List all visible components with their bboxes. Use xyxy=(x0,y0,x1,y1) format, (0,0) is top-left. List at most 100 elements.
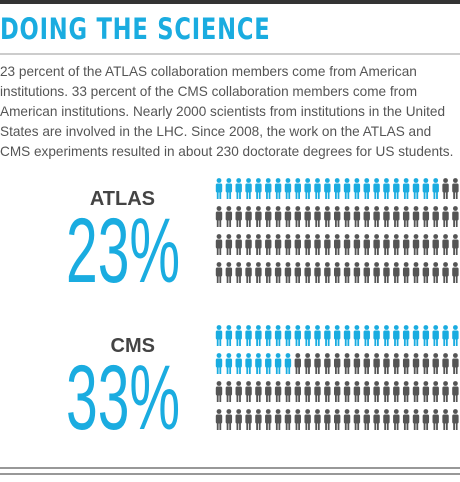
icon-leg xyxy=(436,191,438,199)
icon-body xyxy=(245,239,252,249)
icon-leg xyxy=(266,394,268,402)
icon-leg xyxy=(266,422,268,430)
icon-leg xyxy=(445,394,448,402)
person-icon xyxy=(373,353,380,374)
icon-body xyxy=(265,239,272,249)
icon-head xyxy=(275,353,281,358)
icon-head xyxy=(275,206,281,211)
icon-body xyxy=(274,414,282,424)
person-icon xyxy=(284,262,292,283)
icon-leg xyxy=(443,191,446,199)
icon-leg xyxy=(436,366,438,374)
icon-body xyxy=(225,414,233,424)
person-icon xyxy=(294,234,301,255)
icon-body xyxy=(393,358,400,368)
icon-body xyxy=(383,386,390,396)
icon-head xyxy=(344,178,350,183)
icon-leg xyxy=(327,422,330,430)
icon-leg xyxy=(256,219,258,227)
person-icon xyxy=(422,409,430,430)
icon-head xyxy=(305,409,311,414)
icon-leg xyxy=(236,394,239,402)
icon-leg xyxy=(327,219,330,227)
person-icon xyxy=(393,178,400,199)
icon-leg xyxy=(216,338,219,346)
icon-head xyxy=(285,234,291,239)
icon-body xyxy=(393,330,400,340)
icon-leg xyxy=(266,191,268,199)
person-icon xyxy=(304,262,311,283)
icon-leg xyxy=(305,338,308,346)
icon-leg xyxy=(317,191,320,199)
icon-leg xyxy=(335,275,337,283)
icon-leg xyxy=(436,219,438,227)
icon-leg xyxy=(445,219,448,227)
person-icon xyxy=(334,206,341,227)
icon-leg xyxy=(298,247,300,255)
icon-leg xyxy=(347,422,350,430)
icon-body xyxy=(383,211,390,221)
icon-leg xyxy=(258,191,261,199)
icon-body xyxy=(402,414,410,424)
person-icon xyxy=(255,409,262,430)
icon-leg xyxy=(357,219,360,227)
icon-leg xyxy=(258,422,261,430)
person-icon xyxy=(235,206,242,227)
icon-leg xyxy=(433,275,436,283)
icon-head xyxy=(413,262,419,267)
person-icon xyxy=(225,234,233,255)
icon-body xyxy=(373,330,380,340)
icon-leg xyxy=(275,219,278,227)
icon-body xyxy=(235,211,242,221)
icon-head xyxy=(453,262,458,267)
icon-leg xyxy=(246,338,249,346)
icon-head xyxy=(344,353,350,358)
icon-head xyxy=(354,381,360,386)
person-icon xyxy=(265,234,272,255)
icon-leg xyxy=(288,366,291,374)
icon-body xyxy=(334,358,341,368)
icon-leg xyxy=(275,275,278,283)
icon-head xyxy=(344,381,350,386)
icon-head xyxy=(384,353,389,358)
icon-leg xyxy=(308,366,310,374)
icon-body xyxy=(343,358,351,368)
icon-leg xyxy=(246,422,249,430)
icon-leg xyxy=(433,394,436,402)
icon-leg xyxy=(374,338,377,346)
person-icon xyxy=(452,206,459,227)
icon-leg xyxy=(308,191,310,199)
person-icon xyxy=(265,206,272,227)
icon-body xyxy=(343,386,351,396)
icon-leg xyxy=(403,219,406,227)
icon-head xyxy=(334,262,340,267)
icon-head xyxy=(324,262,330,267)
icon-leg xyxy=(423,338,426,346)
person-icon xyxy=(225,353,233,374)
icon-leg xyxy=(335,394,337,402)
icon-leg xyxy=(229,219,232,227)
icon-body xyxy=(265,358,272,368)
icon-leg xyxy=(406,394,409,402)
icon-body xyxy=(245,358,252,368)
icon-leg xyxy=(374,422,377,430)
icon-head xyxy=(364,381,370,386)
icon-leg xyxy=(298,422,300,430)
icon-leg xyxy=(426,191,429,199)
icon-leg xyxy=(413,247,416,255)
icon-body xyxy=(324,267,331,277)
icon-body xyxy=(304,183,311,193)
icon-leg xyxy=(295,191,298,199)
icon-leg xyxy=(384,422,387,430)
icon-leg xyxy=(416,247,419,255)
icon-body xyxy=(452,358,459,368)
icon-head xyxy=(364,206,370,211)
person-icon xyxy=(314,325,321,346)
icon-body xyxy=(393,267,400,277)
person-icon xyxy=(324,353,331,374)
icon-body xyxy=(442,330,449,340)
icon-head xyxy=(413,409,419,414)
icon-head xyxy=(413,353,419,358)
person-icon xyxy=(265,262,272,283)
icon-head xyxy=(403,325,409,330)
